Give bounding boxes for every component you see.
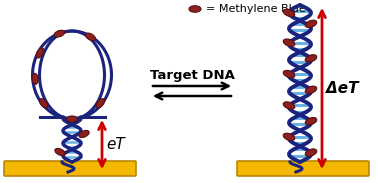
Ellipse shape [283, 133, 295, 141]
Ellipse shape [54, 30, 65, 37]
FancyBboxPatch shape [4, 161, 136, 176]
Ellipse shape [283, 102, 295, 109]
Ellipse shape [305, 117, 317, 125]
Ellipse shape [283, 9, 295, 16]
Ellipse shape [36, 48, 44, 58]
Ellipse shape [55, 148, 65, 156]
Ellipse shape [305, 20, 317, 27]
Text: Target DNA: Target DNA [150, 68, 234, 81]
Ellipse shape [283, 39, 295, 46]
Ellipse shape [96, 99, 105, 108]
Ellipse shape [305, 86, 317, 94]
Ellipse shape [85, 33, 96, 41]
FancyBboxPatch shape [237, 161, 369, 176]
Text: ΔeT: ΔeT [326, 81, 358, 96]
Ellipse shape [305, 149, 317, 156]
Ellipse shape [283, 70, 295, 78]
Ellipse shape [67, 116, 77, 122]
Text: = Methylene Blue: = Methylene Blue [206, 4, 306, 14]
Ellipse shape [39, 99, 48, 108]
Ellipse shape [305, 55, 317, 62]
Ellipse shape [32, 73, 38, 84]
Ellipse shape [79, 130, 89, 138]
Ellipse shape [189, 6, 201, 12]
Text: eT: eT [106, 137, 125, 152]
